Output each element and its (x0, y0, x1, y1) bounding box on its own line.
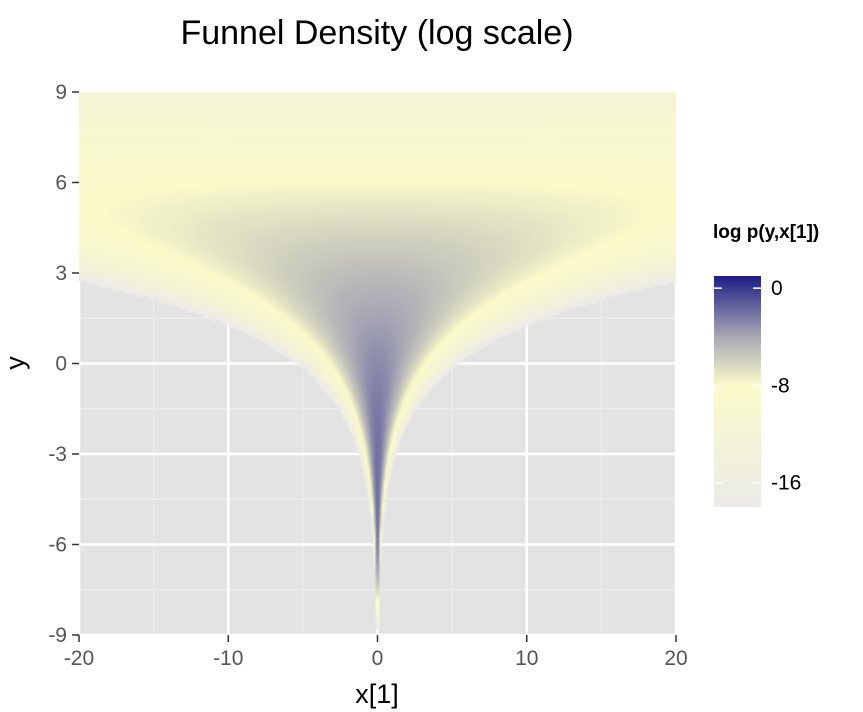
legend-tick-label: 0 (771, 277, 783, 300)
y-tick-label: 0 (55, 353, 67, 376)
legend-ticks: 0 -8 -16 (714, 277, 801, 495)
x-axis: -20 -10 0 10 20 (64, 635, 688, 670)
x-tick-label: 0 (372, 647, 384, 670)
y-tick-label: -6 (48, 534, 67, 557)
y-tick-label: -3 (48, 443, 67, 466)
x-axis-title: x[1] (355, 679, 399, 709)
x-tick-label: -20 (64, 647, 94, 670)
legend-tick-label: -16 (771, 472, 801, 495)
legend: log p(y,x[1]) 0 -8 -16 (713, 222, 819, 507)
density-heatmap (79, 92, 676, 635)
legend-title: log p(y,x[1]) (713, 222, 819, 243)
legend-tick-label: -8 (771, 374, 790, 397)
plot-panel (77, 90, 678, 637)
y-tick-label: -9 (48, 624, 67, 647)
chart-title: Funnel Density (log scale) (180, 14, 573, 52)
y-tick-label: 3 (55, 262, 67, 285)
y-axis-title: y (0, 356, 30, 370)
legend-colorbar (714, 276, 761, 507)
y-tick-label: 6 (55, 172, 67, 195)
y-tick-label: 9 (55, 81, 67, 104)
x-tick-label: -10 (213, 647, 243, 670)
x-tick-label: 10 (515, 647, 538, 670)
x-tick-label: 20 (664, 647, 687, 670)
y-axis: -9 -6 -3 0 3 6 9 (48, 81, 79, 647)
